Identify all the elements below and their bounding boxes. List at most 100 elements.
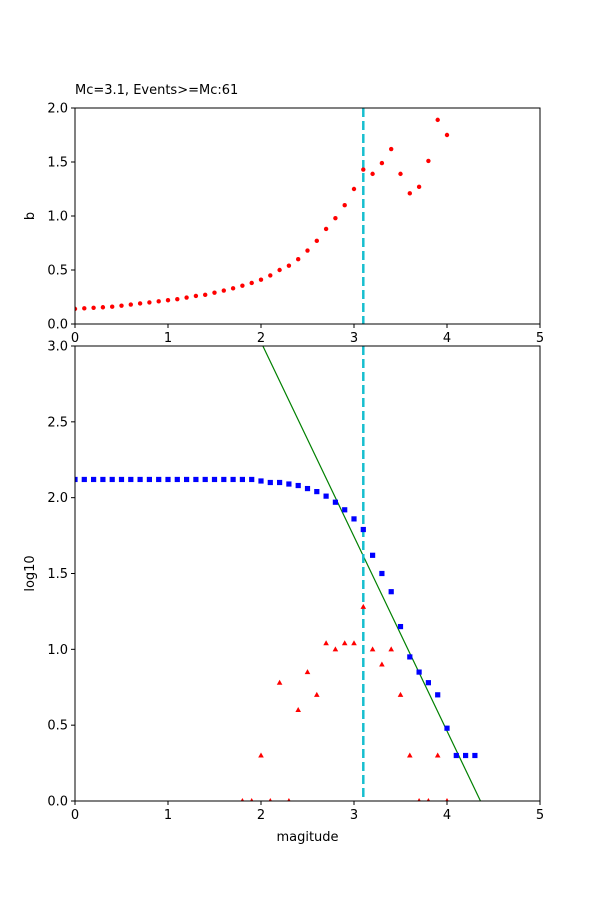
bottom-chart-point-s1-10 — [332, 646, 339, 652]
top-chart-point-s0-38 — [426, 158, 431, 164]
bottom-chart-point-s1-18 — [407, 752, 413, 758]
top-chart-point-s0-26 — [314, 238, 319, 244]
top-chart-ytick-label-0: 0.0 — [47, 318, 68, 333]
bottom-chart-ytick-label-3: 1.5 — [47, 567, 68, 582]
bottom-chart-xtick-label-3: 3 — [350, 808, 358, 823]
top-chart-point-s0-19 — [249, 280, 254, 286]
bottom-chart-fit-line — [262, 346, 482, 801]
bottom-chart-point-s0-35 — [397, 623, 404, 630]
top-chart-point-s0-37 — [416, 184, 422, 190]
bottom-chart-point-s0-19 — [249, 476, 255, 483]
top-chart-point-s0-0 — [75, 306, 78, 312]
top-chart-point-s0-29 — [342, 203, 347, 208]
bottom-chart-point-s0-33 — [379, 570, 385, 577]
bottom-chart-point-s0-17 — [230, 476, 236, 483]
bottom-chart-point-s0-10 — [165, 476, 171, 483]
top-chart-point-s0-31 — [361, 167, 366, 172]
bottom-chart-point-s0-40 — [444, 725, 450, 731]
top-chart-point-s0-30 — [351, 186, 357, 192]
bottom-chart-xtick-label-2: 2 — [257, 808, 265, 823]
bottom-chart-point-s0-14 — [202, 476, 208, 483]
top-chart-point-s0-12 — [184, 295, 189, 300]
bottom-chart-ytick-label-2: 1.0 — [47, 643, 68, 658]
bottom-chart-point-s0-0 — [75, 476, 78, 483]
bottom-chart-point-s1-7 — [304, 669, 311, 675]
bottom-chart-frame — [74, 345, 541, 802]
bottom-chart-point-s0-22 — [277, 479, 283, 486]
bottom-chart-point-s1-6 — [295, 707, 301, 712]
bottom-chart-point-s1-1 — [250, 798, 254, 801]
bottom-chart-point-s0-12 — [184, 476, 190, 483]
bottom-chart-point-s1-8 — [314, 691, 320, 697]
bottom-chart-point-s0-34 — [388, 589, 394, 595]
top-chart-ytick-label-4: 2.0 — [47, 102, 68, 117]
top-chart-frame — [74, 107, 541, 325]
bottom-chart-point-s0-5 — [118, 476, 125, 483]
bottom-chart-point-s0-11 — [174, 476, 180, 483]
top-chart-point-s0-35 — [398, 171, 403, 177]
bottom-chart-point-s0-15 — [211, 476, 218, 483]
bottom-chart-point-s0-16 — [221, 476, 227, 483]
bottom-chart-ytick-label-5: 2.5 — [47, 415, 68, 430]
bottom-chart-point-s0-1 — [81, 476, 87, 483]
top-chart-ytick-label-1: 0.5 — [47, 264, 68, 279]
top-chart: Mc=3.1, Events>=Mc:61 0 1 2 3 4 5 0.0 0.5 1.0 1.5… — [23, 83, 544, 346]
bottom-chart-point-s1-17 — [397, 691, 404, 697]
top-chart-marks — [75, 108, 450, 324]
bottom-chart-xtick-label-1: 1 — [164, 808, 172, 823]
top-chart-point-s0-23 — [286, 263, 292, 268]
bottom-chart-point-s0-6 — [128, 476, 134, 483]
bottom-chart-point-s0-43 — [472, 752, 478, 759]
top-chart-point-s0-24 — [296, 257, 301, 262]
top-chart-xtick-label-2: 2 — [257, 331, 265, 346]
bottom-chart-point-s0-32 — [370, 552, 376, 558]
bottom-chart-point-s1-19 — [417, 798, 421, 801]
bottom-chart-ytick-label-6: 3.0 — [47, 340, 68, 355]
bottom-chart-point-s0-39 — [435, 692, 441, 698]
top-chart-point-s0-3 — [100, 305, 106, 310]
top-chart-point-s0-17 — [230, 286, 236, 291]
bottom-chart: 0 1 2 3 4 5 0.0 0.5 1.0 1.5 2.0 2.5 3.0 magitude log… — [23, 340, 544, 846]
top-chart-point-s0-28 — [333, 215, 338, 221]
bottom-chart-point-s0-25 — [304, 485, 311, 492]
bottom-chart-point-s1-14 — [369, 646, 376, 652]
bottom-chart-point-s0-18 — [239, 476, 245, 483]
top-chart-point-s0-1 — [82, 306, 87, 311]
top-chart-point-s0-6 — [128, 302, 133, 307]
bottom-chart-point-s0-23 — [286, 481, 292, 487]
bottom-chart-point-s0-42 — [463, 752, 469, 759]
top-chart-point-s0-36 — [407, 191, 412, 196]
bottom-chart-point-s1-12 — [351, 640, 357, 646]
bottom-chart-point-s0-36 — [407, 654, 413, 660]
bottom-chart-point-s1-22 — [445, 798, 449, 801]
bottom-chart-ticks: 0 1 2 3 4 5 0.0 0.5 1.0 1.5 2.0 2.5 3.0 — [47, 340, 544, 824]
bottom-chart-point-s0-30 — [351, 516, 357, 522]
bottom-chart-point-s1-0 — [240, 798, 245, 801]
bottom-chart-point-s1-13 — [360, 603, 367, 609]
top-chart-point-s0-40 — [444, 132, 450, 138]
top-chart-ticks: 0 1 2 3 4 5 0.0 0.5 1.0 1.5 2.0 — [47, 102, 544, 347]
bottom-chart-point-s1-3 — [268, 798, 272, 801]
top-chart-point-s0-13 — [193, 293, 199, 299]
bottom-chart-point-s0-37 — [416, 669, 422, 675]
bottom-chart-ytick-label-1: 0.5 — [47, 719, 68, 734]
top-chart-point-s0-33 — [379, 160, 385, 166]
bottom-chart-point-s0-9 — [156, 476, 162, 483]
top-chart-point-s0-25 — [305, 248, 310, 253]
top-chart-point-s0-22 — [277, 267, 282, 273]
bottom-chart-point-s0-41 — [453, 752, 459, 759]
top-chart-title: Mc=3.1, Events>=Mc:61 — [75, 83, 238, 98]
bottom-chart-point-s1-20 — [426, 798, 431, 801]
top-chart-point-s0-39 — [435, 117, 440, 123]
top-chart-point-s0-4 — [110, 304, 115, 309]
top-chart-point-s0-34 — [389, 146, 394, 152]
top-chart-xtick-label-4: 4 — [443, 331, 451, 346]
bottom-chart-point-s0-20 — [258, 478, 264, 484]
bottom-chart-point-s1-21 — [434, 752, 441, 758]
bottom-chart-point-s0-28 — [332, 499, 338, 505]
bottom-chart-point-s1-16 — [388, 646, 394, 652]
top-chart-ytick-label-2: 1.0 — [47, 210, 68, 225]
bottom-chart-ytick-label-0: 0.0 — [47, 795, 68, 810]
bottom-chart-point-s0-7 — [137, 476, 143, 483]
